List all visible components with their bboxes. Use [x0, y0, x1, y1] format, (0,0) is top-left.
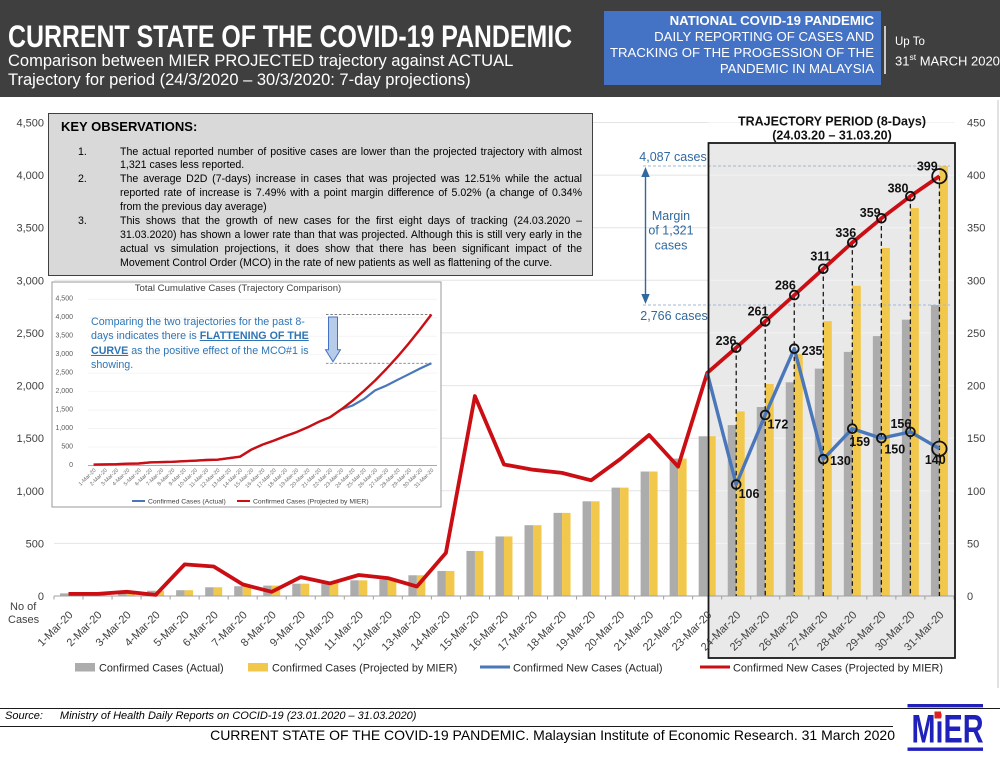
svg-text:Confirmed New Cases (Projected: Confirmed New Cases (Projected by MIER)	[733, 663, 943, 675]
svg-text:Margin: Margin	[652, 209, 690, 223]
svg-text:150: 150	[884, 442, 905, 456]
svg-text:4,000: 4,000	[55, 314, 73, 321]
svg-text:of 1,321: of 1,321	[648, 224, 693, 238]
svg-text:3,000: 3,000	[16, 275, 44, 287]
svg-text:336: 336	[835, 226, 856, 240]
svg-text:399: 399	[917, 160, 938, 174]
svg-text:Confirmed Cases (Actual): Confirmed Cases (Actual)	[148, 499, 226, 506]
svg-text:236: 236	[716, 334, 737, 348]
svg-text:172: 172	[767, 418, 788, 432]
svg-text:250: 250	[967, 328, 985, 340]
svg-text:500: 500	[26, 538, 44, 550]
svg-text:(24.03.20 – 31.03.20): (24.03.20 – 31.03.20)	[772, 129, 892, 143]
svg-text:400: 400	[967, 170, 985, 182]
svg-text:1,500: 1,500	[55, 407, 73, 414]
svg-text:4,500: 4,500	[16, 118, 44, 130]
svg-text:4,500: 4,500	[55, 296, 73, 303]
svg-text:1,000: 1,000	[55, 425, 73, 432]
svg-text:150: 150	[967, 433, 985, 445]
svg-text:cases: cases	[655, 238, 688, 252]
svg-text:2,000: 2,000	[55, 388, 73, 395]
svg-text:50: 50	[967, 538, 979, 550]
svg-text:100: 100	[967, 486, 985, 498]
svg-text:0: 0	[38, 591, 44, 603]
svg-text:0: 0	[967, 591, 973, 603]
svg-text:106: 106	[739, 487, 760, 501]
svg-text:200: 200	[967, 381, 985, 393]
svg-text:MiER: MiER	[912, 707, 984, 751]
svg-text:3,500: 3,500	[16, 223, 44, 235]
svg-text:No of: No of	[10, 601, 37, 613]
svg-text:300: 300	[967, 275, 985, 287]
svg-text:TRAJECTORY PERIOD (8-Days): TRAJECTORY PERIOD (8-Days)	[738, 115, 926, 129]
svg-text:350: 350	[967, 223, 985, 235]
svg-text:286: 286	[775, 278, 796, 292]
svg-text:1,000: 1,000	[16, 486, 44, 498]
svg-text:2,000: 2,000	[16, 381, 44, 393]
svg-text:4,087 cases: 4,087 cases	[639, 150, 706, 164]
svg-text:1,500: 1,500	[16, 433, 44, 445]
svg-text:Cases: Cases	[8, 614, 40, 626]
svg-text:450: 450	[967, 118, 985, 130]
svg-text:359: 359	[860, 206, 881, 220]
svg-text:311: 311	[810, 250, 830, 264]
svg-text:4,000: 4,000	[16, 170, 44, 182]
svg-text:2,500: 2,500	[55, 370, 73, 377]
svg-text:3,500: 3,500	[55, 333, 73, 340]
svg-text:2,500: 2,500	[16, 328, 44, 340]
svg-text:3,000: 3,000	[55, 351, 73, 358]
svg-text:Confirmed Cases (Projected by: Confirmed Cases (Projected by MIER)	[253, 499, 369, 506]
svg-text:261: 261	[748, 305, 769, 319]
svg-text:159: 159	[849, 435, 870, 449]
svg-text:130: 130	[830, 454, 851, 468]
svg-text:Total Cumulative Cases (Trajec: Total Cumulative Cases (Trajectory Compa…	[135, 283, 342, 294]
svg-text:Confirmed Cases (Projected by: Confirmed Cases (Projected by MIER)	[272, 663, 457, 675]
svg-text:235: 235	[802, 344, 823, 358]
svg-text:Confirmed New Cases (Actual): Confirmed New Cases (Actual)	[513, 663, 663, 675]
svg-text:500: 500	[61, 444, 73, 451]
svg-text:Confirmed Cases (Actual): Confirmed Cases (Actual)	[99, 663, 224, 675]
svg-text:140: 140	[925, 453, 946, 467]
svg-text:380: 380	[888, 182, 909, 196]
svg-text:0: 0	[69, 462, 73, 469]
svg-text:156: 156	[890, 417, 911, 431]
svg-text:2,766 cases: 2,766 cases	[640, 309, 707, 323]
